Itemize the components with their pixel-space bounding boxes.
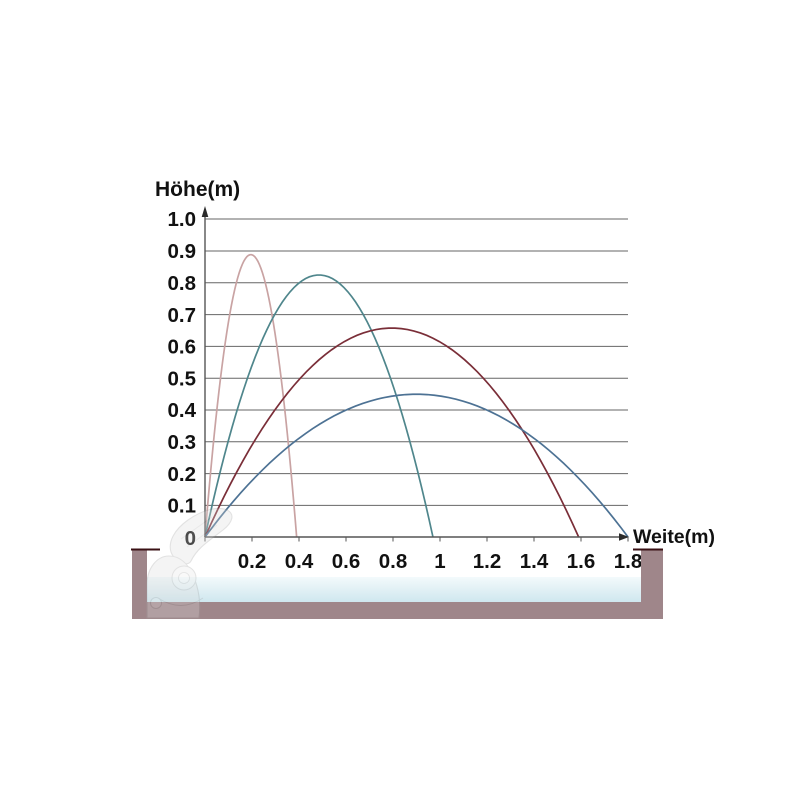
svg-text:0.6: 0.6: [332, 550, 361, 573]
svg-text:1.6: 1.6: [567, 550, 596, 573]
svg-text:0.1: 0.1: [168, 495, 197, 518]
svg-text:0.9: 0.9: [168, 240, 197, 263]
svg-text:1: 1: [434, 550, 445, 573]
svg-text:0.3: 0.3: [168, 431, 197, 454]
svg-text:0.2: 0.2: [238, 550, 267, 573]
svg-text:0.8: 0.8: [168, 272, 197, 295]
svg-text:0.8: 0.8: [379, 550, 408, 573]
svg-text:0.2: 0.2: [168, 463, 197, 486]
svg-text:1.8: 1.8: [614, 550, 643, 573]
svg-text:Höhe(m): Höhe(m): [155, 178, 240, 201]
svg-text:1.4: 1.4: [520, 550, 549, 573]
svg-text:Weite(m): Weite(m): [633, 526, 715, 548]
svg-text:1.0: 1.0: [168, 208, 197, 231]
svg-text:0.4: 0.4: [285, 550, 314, 573]
svg-text:0.5: 0.5: [168, 367, 197, 390]
svg-text:0.7: 0.7: [168, 304, 197, 327]
svg-text:0.6: 0.6: [168, 336, 197, 359]
svg-text:0.4: 0.4: [168, 399, 197, 422]
svg-text:1.2: 1.2: [473, 550, 502, 573]
